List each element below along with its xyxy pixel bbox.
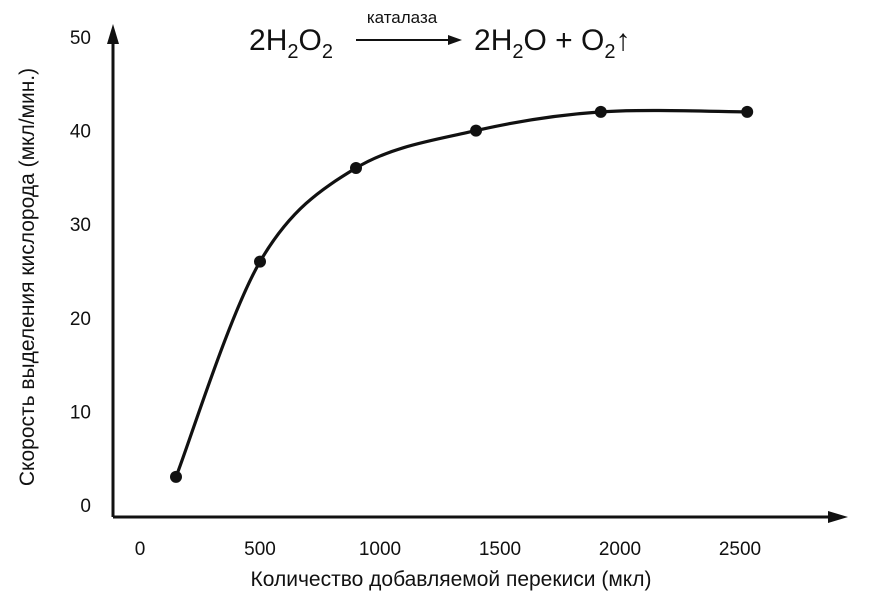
reaction-equation: 2H2O2 каталаза 2H2O + O2↑ (249, 8, 631, 63)
eq-right-sub1: 2 (512, 41, 523, 63)
eq-left-h: H (266, 24, 288, 57)
data-point (741, 105, 754, 118)
eq-right-o2: O (581, 24, 604, 57)
y-tick-labels: 0 10 20 30 40 50 (70, 28, 91, 517)
data-points (170, 105, 754, 483)
x-tick-label: 2500 (719, 539, 761, 560)
eq-space-1 (547, 24, 555, 57)
svg-text:2H2O + O2↑: 2H2O + O2↑ (474, 24, 631, 63)
eq-left-sub2: 2 (322, 41, 333, 63)
eq-arrow-label: каталаза (367, 8, 438, 27)
y-axis-title: Скорость выделения кислорода (мкл/мин.) (16, 68, 39, 486)
eq-left-coef: 2 (249, 24, 266, 57)
eq-left-o: O (298, 24, 321, 57)
eq-right-sub2: 2 (604, 41, 615, 63)
svg-text:2H2O2: 2H2O2 (249, 24, 333, 63)
y-tick-label: 0 (80, 496, 91, 517)
x-tick-label: 2000 (599, 539, 641, 560)
eq-arrow-head-icon (448, 35, 462, 45)
x-tick-labels: 0 500 1000 1500 2000 2500 (135, 539, 761, 560)
x-axis-title: Количество добавляемой перекиси (мкл) (251, 568, 652, 591)
y-tick-label: 10 (70, 402, 91, 423)
axes (107, 24, 848, 523)
data-point (254, 255, 266, 268)
data-point (170, 470, 182, 483)
y-tick-label: 20 (70, 309, 91, 330)
eq-space-2 (573, 24, 581, 57)
x-tick-label: 500 (244, 539, 276, 560)
x-axis-arrow-icon (828, 511, 848, 523)
data-point (350, 162, 362, 175)
x-tick-label: 1500 (479, 539, 521, 560)
y-tick-label: 40 (70, 122, 91, 143)
x-tick-label: 0 (135, 539, 146, 560)
x-tick-label: 1000 (359, 539, 401, 560)
eq-left-sub1: 2 (287, 41, 298, 63)
eq-right-coef: 2 (474, 24, 491, 57)
y-tick-label: 30 (70, 215, 91, 236)
eq-right-o: O (523, 24, 546, 57)
data-point (470, 124, 482, 137)
series-line (174, 108, 749, 479)
eq-plus: + (555, 24, 573, 57)
y-axis-arrow-icon (107, 24, 119, 44)
eq-right-h: H (491, 24, 513, 57)
data-point (594, 105, 607, 118)
y-tick-label: 50 (70, 28, 91, 49)
eq-gas-arrow-icon: ↑ (616, 24, 631, 57)
